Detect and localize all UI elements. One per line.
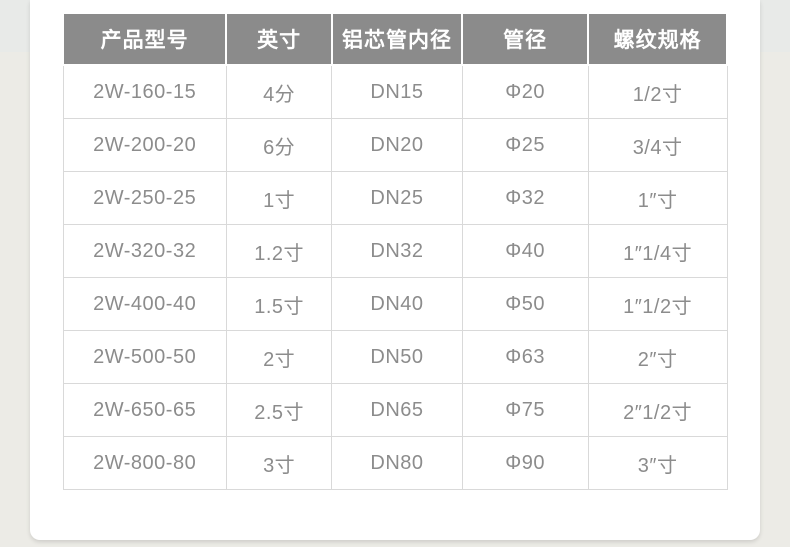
cell-pipe-diameter: Φ50 xyxy=(461,277,589,331)
cell-core-tube-diameter: DN50 xyxy=(331,330,463,384)
cell-pipe-diameter: Φ75 xyxy=(461,383,589,437)
cell-core-tube-diameter: DN32 xyxy=(331,224,463,278)
cell-core-tube-diameter: DN20 xyxy=(331,118,463,172)
table-row: 2W-160-15 4分 DN15 Φ20 1/2寸 xyxy=(62,64,728,119)
cell-product-model: 2W-320-32 xyxy=(62,224,227,278)
cell-pipe-diameter: Φ40 xyxy=(461,224,589,278)
table-row: 2W-250-25 1寸 DN25 Φ32 1″寸 xyxy=(62,171,728,225)
cell-product-model: 2W-650-65 xyxy=(62,383,227,437)
cell-thread-spec: 1″1/4寸 xyxy=(587,224,728,278)
cell-thread-spec: 1″寸 xyxy=(587,171,728,225)
header-cell-core-tube-diameter: 铝芯管内径 xyxy=(330,12,464,66)
cell-core-tube-diameter: DN15 xyxy=(331,64,463,119)
cell-thread-spec: 2″寸 xyxy=(587,330,728,384)
product-spec-table: 产品型号 英寸 铝芯管内径 管径 螺纹规格 2W-160-15 4分 DN15 … xyxy=(61,12,728,490)
cell-core-tube-diameter: DN40 xyxy=(331,277,463,331)
cell-inch: 1.5寸 xyxy=(225,277,333,331)
cell-inch: 2.5寸 xyxy=(225,383,333,437)
cell-inch: 1寸 xyxy=(225,171,333,225)
table-row: 2W-400-40 1.5寸 DN40 Φ50 1″1/2寸 xyxy=(62,277,728,331)
cell-inch: 6分 xyxy=(225,118,333,172)
cell-thread-spec: 3″寸 xyxy=(587,436,728,490)
cell-product-model: 2W-800-80 xyxy=(62,436,227,490)
cell-core-tube-diameter: DN80 xyxy=(331,436,463,490)
header-cell-product-model: 产品型号 xyxy=(61,12,228,66)
cell-inch: 1.2寸 xyxy=(225,224,333,278)
header-cell-pipe-diameter: 管径 xyxy=(461,12,590,66)
table-header-row: 产品型号 英寸 铝芯管内径 管径 螺纹规格 xyxy=(61,12,728,66)
cell-inch: 2寸 xyxy=(225,330,333,384)
cell-inch: 4分 xyxy=(225,64,333,119)
cell-product-model: 2W-160-15 xyxy=(62,64,227,119)
cell-product-model: 2W-400-40 xyxy=(62,277,227,331)
cell-product-model: 2W-250-25 xyxy=(62,171,227,225)
cell-core-tube-diameter: DN65 xyxy=(331,383,463,437)
cell-pipe-diameter: Φ90 xyxy=(461,436,589,490)
table-row: 2W-200-20 6分 DN20 Φ25 3/4寸 xyxy=(62,118,728,172)
cell-thread-spec: 1/2寸 xyxy=(587,64,728,119)
table-row: 2W-800-80 3寸 DN80 Φ90 3″寸 xyxy=(62,436,728,490)
content-card: 产品型号 英寸 铝芯管内径 管径 螺纹规格 2W-160-15 4分 DN15 … xyxy=(30,0,760,540)
cell-pipe-diameter: Φ32 xyxy=(461,171,589,225)
cell-pipe-diameter: Φ63 xyxy=(461,330,589,384)
cell-pipe-diameter: Φ25 xyxy=(461,118,589,172)
cell-inch: 3寸 xyxy=(225,436,333,490)
cell-product-model: 2W-200-20 xyxy=(62,118,227,172)
cell-product-model: 2W-500-50 xyxy=(62,330,227,384)
cell-core-tube-diameter: DN25 xyxy=(331,171,463,225)
cell-thread-spec: 3/4寸 xyxy=(587,118,728,172)
table-row: 2W-320-32 1.2寸 DN32 Φ40 1″1/4寸 xyxy=(62,224,728,278)
cell-thread-spec: 1″1/2寸 xyxy=(587,277,728,331)
cell-pipe-diameter: Φ20 xyxy=(461,64,589,119)
header-cell-thread-spec: 螺纹规格 xyxy=(587,12,728,66)
table-row: 2W-500-50 2寸 DN50 Φ63 2″寸 xyxy=(62,330,728,384)
header-cell-inch: 英寸 xyxy=(225,12,333,66)
table-row: 2W-650-65 2.5寸 DN65 Φ75 2″1/2寸 xyxy=(62,383,728,437)
cell-thread-spec: 2″1/2寸 xyxy=(587,383,728,437)
